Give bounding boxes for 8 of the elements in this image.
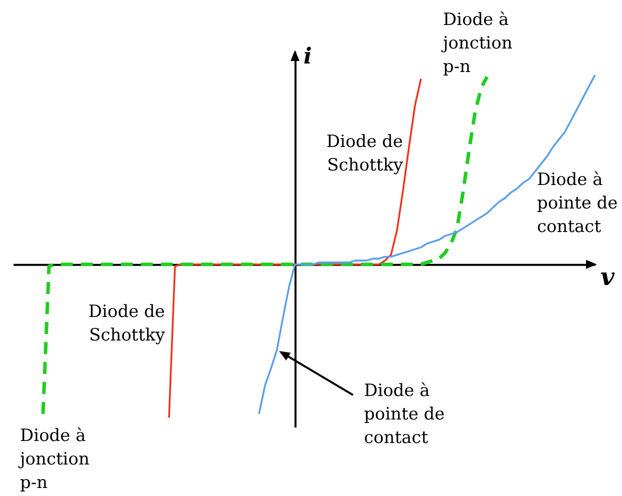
annotation: Diode de Schottky: [88, 302, 166, 346]
series-label: Diode de Schottky: [326, 132, 404, 176]
text: Diode à jonction p-n: [18, 426, 90, 493]
x-axis-title: v: [600, 262, 616, 291]
series-label: Diode à pointe de contact: [537, 170, 618, 237]
annotation: Diode à pointe de contact: [364, 381, 445, 448]
y-axis-title: i: [304, 44, 312, 70]
series-label: Diode à jonction p-n: [441, 10, 512, 77]
